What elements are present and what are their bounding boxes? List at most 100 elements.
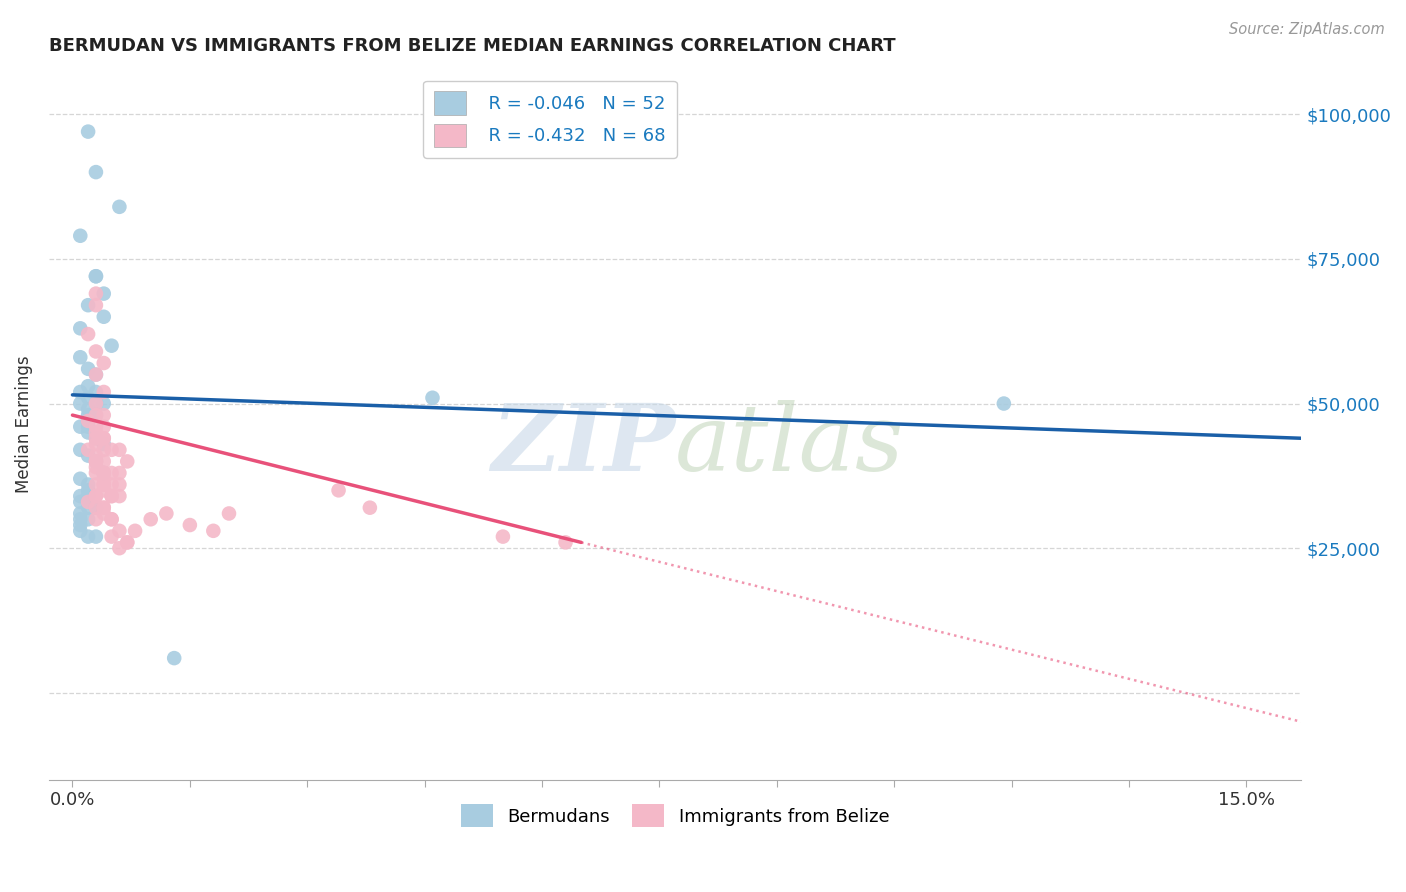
Legend: Bermudans, Immigrants from Belize: Bermudans, Immigrants from Belize (454, 797, 897, 835)
Point (108, 524, 131, 538)
Point (554, 535, 576, 549)
Point (69, 489, 91, 503)
Point (84, 489, 107, 503)
Point (84, 269, 107, 284)
Point (179, 518, 201, 533)
Point (93, 356, 115, 370)
Point (93, 477, 115, 491)
Point (993, 396, 1015, 410)
Point (108, 541, 131, 556)
Point (139, 512, 162, 526)
Text: Source: ZipAtlas.com: Source: ZipAtlas.com (1229, 22, 1385, 37)
Point (69, 518, 91, 533)
Point (77, 379, 100, 393)
Point (93, 483, 115, 498)
Point (84, 454, 107, 468)
Point (69, 495, 91, 509)
Point (77, 483, 100, 498)
Point (115, 454, 138, 468)
Point (155, 507, 177, 521)
Text: BERMUDAN VS IMMIGRANTS FROM BELIZE MEDIAN EARNINGS CORRELATION CHART: BERMUDAN VS IMMIGRANTS FROM BELIZE MEDIA… (49, 37, 896, 55)
Point (77, 495, 100, 509)
Point (77, 402, 100, 417)
Point (77, 414, 100, 428)
Point (84, 460, 107, 475)
Point (108, 477, 131, 491)
Point (77, 298, 100, 312)
Point (77, 500, 100, 515)
Point (100, 442, 122, 457)
Point (202, 524, 225, 538)
Point (77, 327, 100, 342)
Text: atlas: atlas (675, 401, 904, 490)
Point (84, 500, 107, 515)
Point (84, 368, 107, 382)
Point (84, 477, 107, 491)
Point (69, 507, 91, 521)
Point (93, 442, 115, 457)
Point (77, 442, 100, 457)
Point (69, 396, 91, 410)
Point (84, 384, 107, 399)
Point (77, 408, 100, 422)
Point (77, 512, 100, 526)
Point (84, 489, 107, 503)
Point (84, 431, 107, 445)
Point (93, 310, 115, 324)
Point (84, 466, 107, 480)
Point (100, 477, 122, 491)
Point (77, 477, 100, 491)
Point (84, 396, 107, 410)
Point (93, 454, 115, 468)
Point (84, 454, 107, 468)
Point (84, 530, 107, 544)
Point (77, 489, 100, 503)
Point (163, 651, 186, 665)
Point (422, 391, 444, 405)
Point (124, 524, 146, 538)
Point (359, 500, 381, 515)
Point (93, 286, 115, 301)
Point (77, 419, 100, 434)
Point (84, 512, 107, 526)
Point (84, 437, 107, 451)
Text: ZIP: ZIP (491, 401, 675, 490)
Point (77, 391, 100, 405)
Point (84, 425, 107, 440)
Point (69, 442, 91, 457)
Point (69, 512, 91, 526)
Point (84, 298, 107, 312)
Point (100, 489, 122, 503)
Point (218, 507, 240, 521)
Point (69, 419, 91, 434)
Point (93, 500, 115, 515)
Point (69, 228, 91, 243)
Point (93, 507, 115, 521)
Point (93, 477, 115, 491)
Point (69, 524, 91, 538)
Point (84, 368, 107, 382)
Point (93, 419, 115, 434)
Point (84, 396, 107, 410)
Point (84, 449, 107, 463)
Point (93, 472, 115, 486)
Point (77, 530, 100, 544)
Point (84, 419, 107, 434)
Y-axis label: Median Earnings: Median Earnings (15, 355, 32, 492)
Point (108, 466, 131, 480)
Point (84, 500, 107, 515)
Point (115, 535, 138, 549)
Point (93, 500, 115, 515)
Point (108, 442, 131, 457)
Point (100, 512, 122, 526)
Point (100, 339, 122, 353)
Point (84, 269, 107, 284)
Point (93, 396, 115, 410)
Point (77, 449, 100, 463)
Point (69, 472, 91, 486)
Point (100, 466, 122, 480)
Point (100, 512, 122, 526)
Point (84, 286, 107, 301)
Point (108, 489, 131, 503)
Point (77, 125, 100, 139)
